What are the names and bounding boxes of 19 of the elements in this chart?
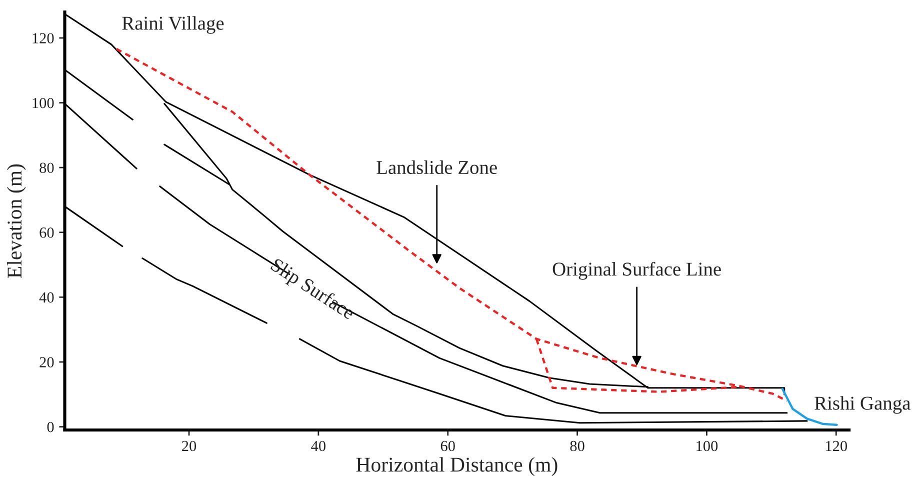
x-tick-label: 120 [826, 440, 848, 452]
y-tick-label: 80 [40, 162, 54, 174]
y-tick-label: 40 [39, 292, 54, 303]
y-tick-label: 20 [40, 357, 54, 368]
y-tick-label: 100 [32, 98, 54, 108]
annotation: Raini Village [122, 16, 224, 34]
annotation: Original Surface Line [552, 262, 721, 280]
x-tick-label: 40 [311, 440, 326, 452]
y-tick-label: 0 [47, 422, 54, 432]
x-tick-label: 20 [182, 440, 196, 452]
annotation: Landslide Zone [376, 160, 497, 174]
x-tick-label: 80 [570, 440, 584, 452]
x-tick-label: 100 [696, 440, 718, 452]
annotation: Rishi Ganga [814, 396, 910, 414]
y-axis-title: Elevation (m) [6, 164, 26, 278]
y-tick-label: 60 [40, 228, 54, 238]
x-axis-title: Horizontal Distance (m) [356, 457, 558, 476]
x-tick-label: 60 [440, 440, 455, 452]
y-tick-label: 120 [32, 33, 54, 44]
